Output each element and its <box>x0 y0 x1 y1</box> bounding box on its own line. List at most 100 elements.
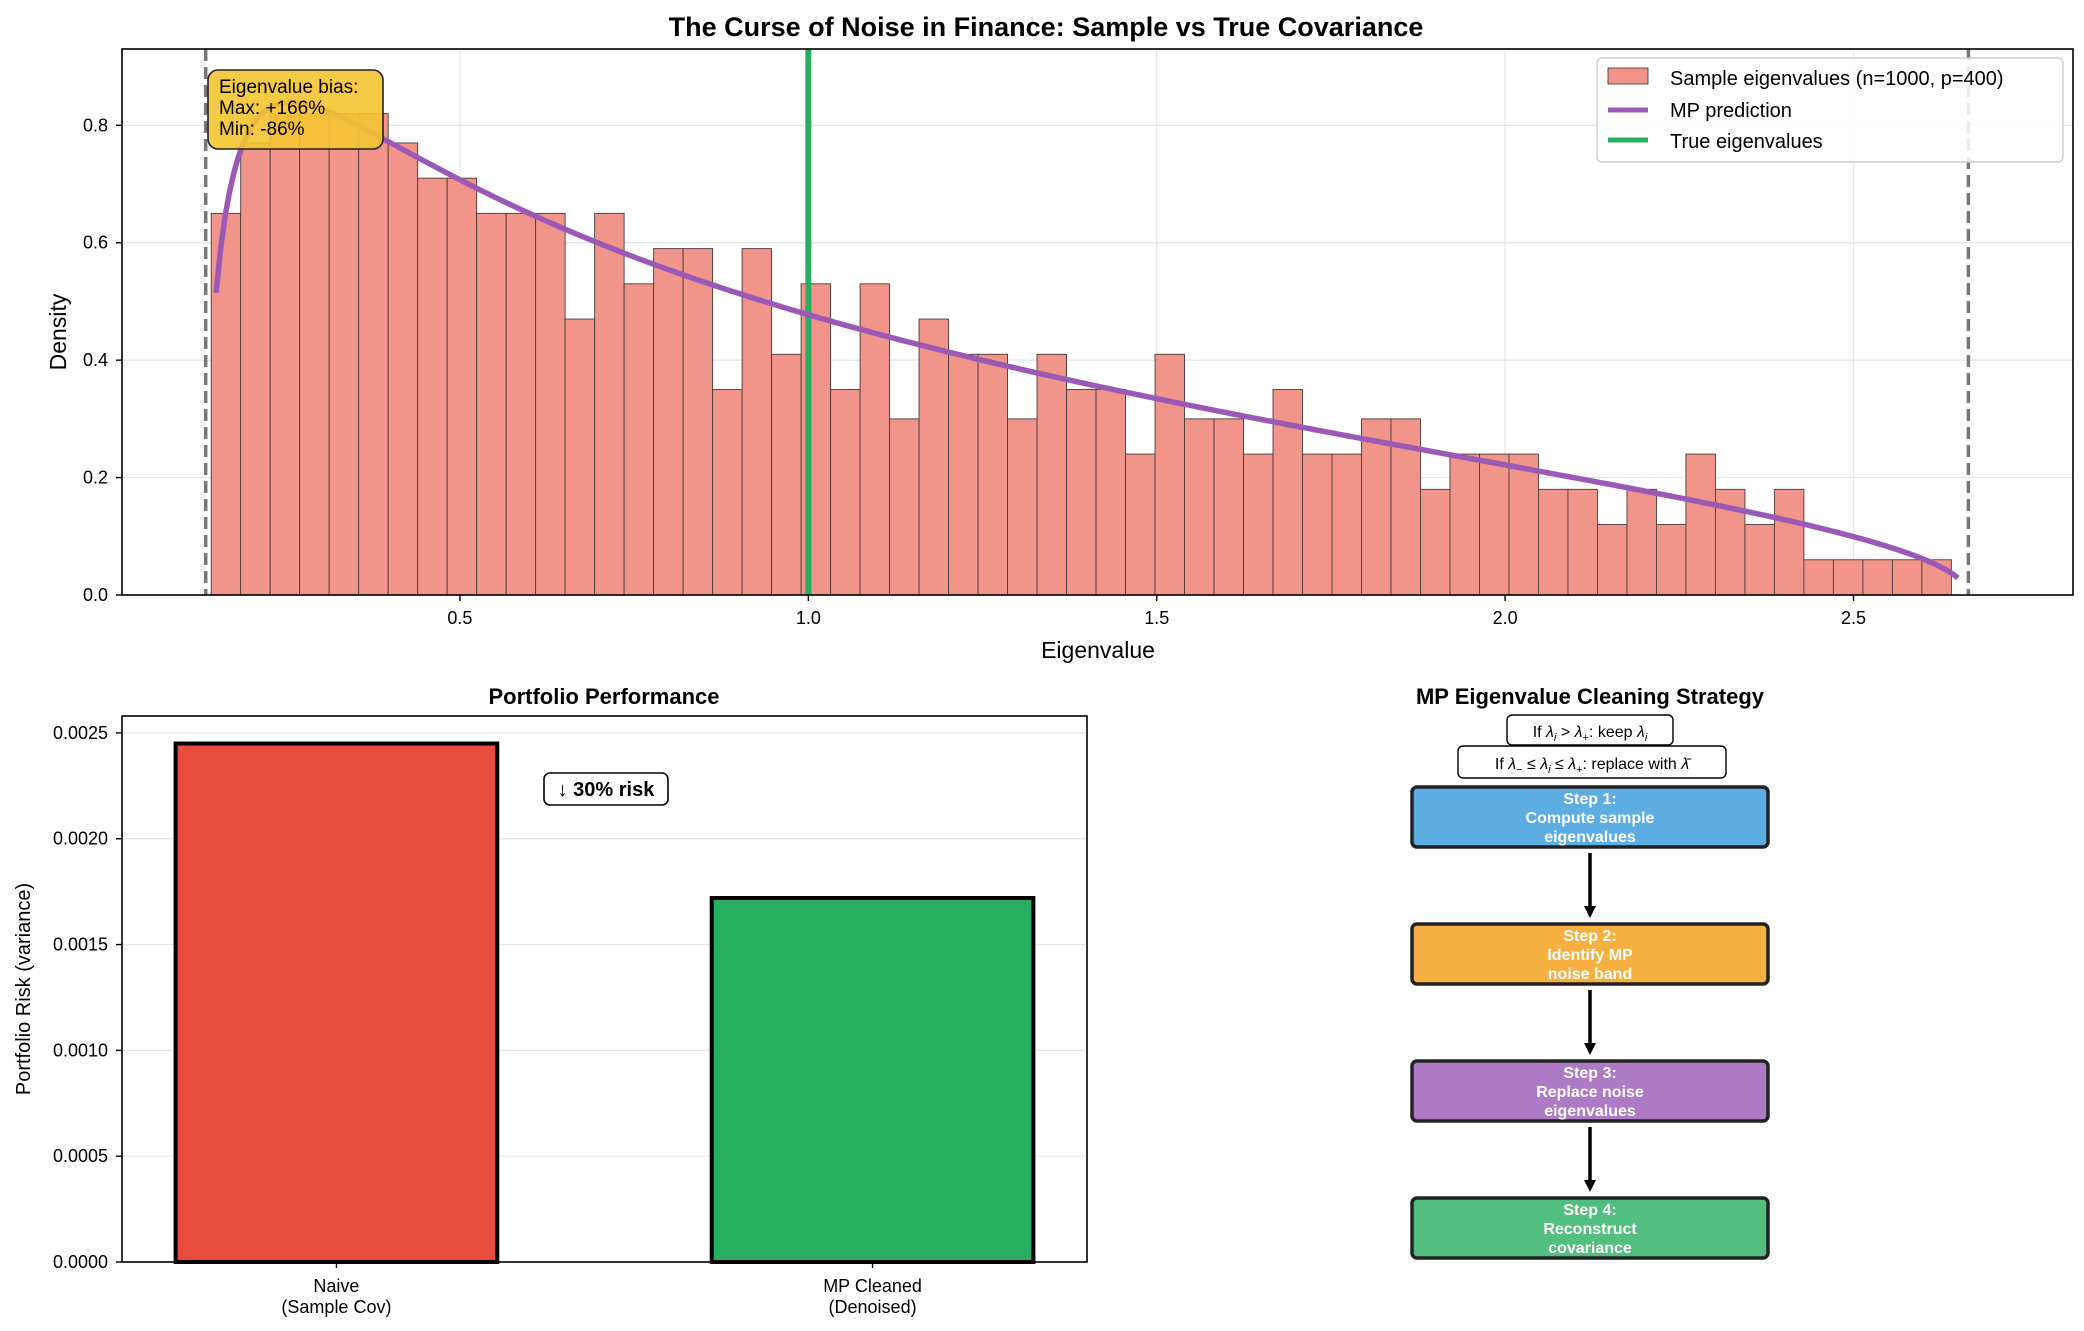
histogram-legend: Sample eigenvalues (n=1000, p=400) MP pr… <box>1596 57 2064 163</box>
histogram-bar <box>505 212 537 596</box>
step-heading: Step 3: <box>1563 1065 1616 1082</box>
histogram-x-tick-label: 0.5 <box>447 608 472 628</box>
histogram-bar <box>1007 418 1038 596</box>
histogram-bar <box>1655 524 1687 596</box>
histogram-bar <box>977 353 1009 596</box>
bar-chart-title: Portfolio Performance <box>488 684 719 709</box>
histogram-bar <box>889 418 920 596</box>
histogram-bar <box>1597 524 1628 596</box>
bar-y-label: Portfolio Risk (variance) <box>13 883 35 1095</box>
step-heading: Step 4: <box>1563 1202 1616 1219</box>
histogram-bar <box>1449 453 1480 596</box>
step-box-1 <box>1410 785 1770 849</box>
step-box-3 <box>1410 1059 1770 1123</box>
histogram-bar <box>1066 389 1097 596</box>
histogram-y-tick-label: 0.8 <box>83 115 108 135</box>
histogram-y-label: Density <box>45 293 71 370</box>
histogram-bar <box>948 353 979 596</box>
histogram-bar <box>1538 488 1569 596</box>
histogram-x-tick-label: 2.0 <box>1493 608 1518 628</box>
histogram-bar <box>564 318 596 596</box>
step-line: covariance <box>1548 1240 1632 1257</box>
histogram-bar <box>653 248 684 596</box>
histogram-title: The Curse of Noise in Finance: Sample vs… <box>669 12 1424 42</box>
step-arrow-head <box>1584 906 1596 918</box>
bar-0 <box>173 741 500 1264</box>
step-box-4 <box>1410 1196 1770 1260</box>
histogram-x-label: Eigenvalue <box>1041 637 1155 663</box>
bar-x-tick-label: Naive <box>313 1276 359 1296</box>
histogram-bar <box>417 177 448 596</box>
histogram-bar <box>1832 559 1864 596</box>
risk-reduction-annotation: ↓ 30% risk <box>543 772 669 806</box>
histogram-bar <box>1095 389 1126 596</box>
bias-annotation-line2: Max: +166% <box>219 98 325 119</box>
step-heading: Step 2: <box>1563 928 1616 945</box>
legend-label-mp: MP prediction <box>1670 100 1792 122</box>
bar-bars <box>173 741 1036 1264</box>
step-line: eigenvalues <box>1544 1103 1636 1120</box>
bar-plot-frame <box>121 715 1088 1263</box>
bar-x-tick-label: MP Cleaned <box>823 1276 922 1296</box>
histogram-bar <box>1361 418 1392 596</box>
step-arrow-head <box>1584 1043 1596 1055</box>
strategy-panel: MP Eigenvalue Cleaning Strategy If λi > … <box>1410 684 1770 1260</box>
histogram-bar <box>771 353 802 596</box>
histogram-bar <box>328 113 360 596</box>
histogram-y-tick-label: 0.6 <box>83 233 108 253</box>
histogram-bar <box>358 113 389 596</box>
histogram-bar <box>1803 559 1834 596</box>
histogram-bar <box>623 283 655 596</box>
legend-swatch-sample <box>1607 67 1649 85</box>
histogram-plot-frame <box>121 48 2074 596</box>
step-line: Compute sample <box>1526 810 1655 827</box>
step-line: eigenvalues <box>1544 829 1636 846</box>
bar-panel: Portfolio Performance 0.0000 0.0005 0.0010… <box>13 684 1088 1317</box>
histogram-bar <box>240 142 271 596</box>
bar-y-tick-label: 0.0020 <box>53 829 108 849</box>
histogram-bar <box>1744 524 1775 596</box>
histogram-bar <box>1213 418 1244 596</box>
histogram-bar <box>712 389 743 596</box>
bar-y-tick-label: 0.0010 <box>53 1040 108 1060</box>
step-line: Replace noise <box>1536 1084 1644 1101</box>
histogram-x-tick-label: 1.0 <box>796 608 821 628</box>
histogram-bar <box>535 212 566 596</box>
histogram-bar <box>830 389 861 596</box>
bar-1 <box>709 896 1036 1264</box>
rule-keep-box: If λi > λ+: keep λi <box>1506 714 1674 746</box>
step-line: Reconstruct <box>1543 1221 1637 1238</box>
rule-replace-text: If λ− ≤ λi ≤ λ+: replace with λ̄ <box>1495 756 1692 776</box>
step-line: noise band <box>1548 966 1632 983</box>
histogram-bar <box>1479 453 1510 596</box>
histogram-bar <box>1862 559 1893 596</box>
histogram-bar <box>476 212 507 596</box>
histogram-bar <box>1508 453 1539 596</box>
bar-y-ticks: 0.0000 0.0005 0.0010 0.0015 0.0020 0.0025 <box>53 723 122 1272</box>
bar-x-ticks: Naive(Sample Cov) MP Cleaned(Denoised) <box>281 1262 922 1317</box>
histogram-bar <box>1154 353 1185 596</box>
strategy-steps: Step 1: Compute sample eigenvalues Step 2: I… <box>1410 785 1770 1260</box>
legend-label-sample: Sample eigenvalues (n=1000, p=400) <box>1670 68 2004 90</box>
histogram-bar <box>387 142 419 596</box>
histogram-x-tick-label: 1.5 <box>1144 608 1169 628</box>
histogram-bar <box>682 248 714 596</box>
histogram-bar <box>1773 488 1805 596</box>
bias-annotation-line1: Eigenvalue bias: <box>219 77 358 98</box>
histogram-bar <box>741 248 773 596</box>
histogram-bar <box>1302 453 1333 596</box>
legend-label-true: True eigenvalues <box>1670 131 1823 153</box>
histogram-bar <box>1567 488 1598 596</box>
histogram-bar <box>1184 418 1215 596</box>
step-heading: Step 1: <box>1563 791 1616 808</box>
histogram-y-ticks: 0.0 0.2 0.4 0.6 0.8 <box>83 115 122 605</box>
bar-y-tick-label: 0.0015 <box>53 935 108 955</box>
histogram-x-tick-label: 2.5 <box>1841 608 1866 628</box>
histogram-y-tick-label: 0.0 <box>83 585 108 605</box>
mp-prediction-curve <box>213 99 1960 581</box>
histogram-bar <box>1243 453 1274 596</box>
histogram-bar <box>918 318 950 596</box>
histogram-x-ticks: 0.5 1.0 1.5 2.0 2.5 <box>447 595 1866 628</box>
bar-y-tick-label: 0.0025 <box>53 723 108 743</box>
